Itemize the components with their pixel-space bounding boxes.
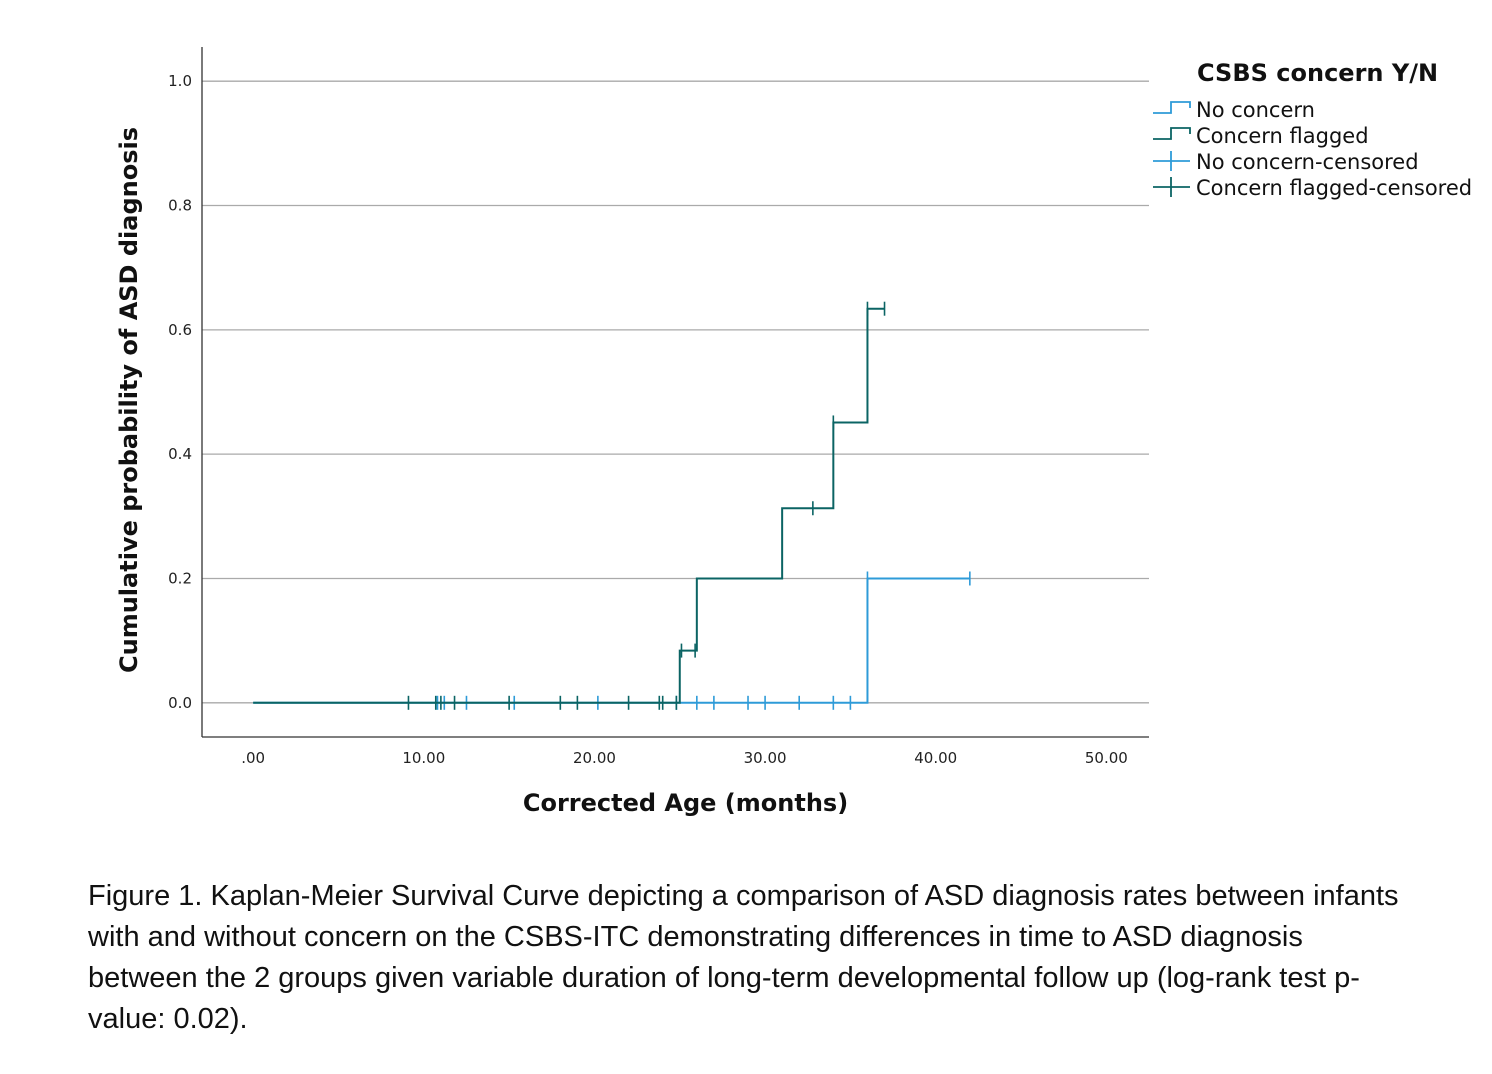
- x-axis-title: Corrected Age (months): [523, 789, 848, 817]
- x-tick-label: 30.00: [744, 749, 787, 767]
- y-tick-label: 0.0: [168, 694, 192, 712]
- legend-label: No concern-censored: [1196, 150, 1419, 174]
- x-tick-label: 20.00: [573, 749, 616, 767]
- series-line-1: [253, 577, 970, 704]
- x-tick-label: 10.00: [402, 749, 445, 767]
- y-axis-title: Cumulative probability of ASD diagnosis: [115, 127, 143, 673]
- y-tick-label: 0.6: [168, 321, 192, 339]
- gridlines: [202, 80, 1149, 704]
- legend-label: No concern: [1196, 98, 1315, 122]
- y-tick-label: 0.2: [168, 569, 192, 587]
- y-tick-label: 0.4: [168, 445, 192, 463]
- x-tick-label: 50.00: [1085, 749, 1128, 767]
- figure-caption: Figure 1. Kaplan-Meier Survival Curve de…: [88, 880, 1399, 1035]
- y-tick-label: 1.0: [168, 72, 192, 90]
- legend-label: Concern flagged: [1196, 124, 1369, 148]
- legend-label: Concern flagged-censored: [1196, 176, 1472, 200]
- tick-labels: 0.0 0.2 0.4 0.6 0.8 1.0 .00 10.00 20.00 30.00 40.0…: [168, 72, 1128, 767]
- legend-step-symbol: [1153, 101, 1191, 114]
- axes: [201, 47, 1149, 738]
- x-tick-label: .00: [241, 749, 265, 767]
- km-chart: 0.0 0.2 0.4 0.6 0.8 1.0 .00 10.00 20.00 30.00 40.0…: [115, 47, 1472, 817]
- y-tick-label: 0.8: [168, 197, 192, 215]
- legend-title: CSBS concern Y/N: [1197, 59, 1438, 87]
- series-line-2: [253, 307, 885, 704]
- x-tick-label: 40.00: [914, 749, 957, 767]
- plot-series: [253, 301, 971, 710]
- legend-step-symbol: [1153, 127, 1191, 140]
